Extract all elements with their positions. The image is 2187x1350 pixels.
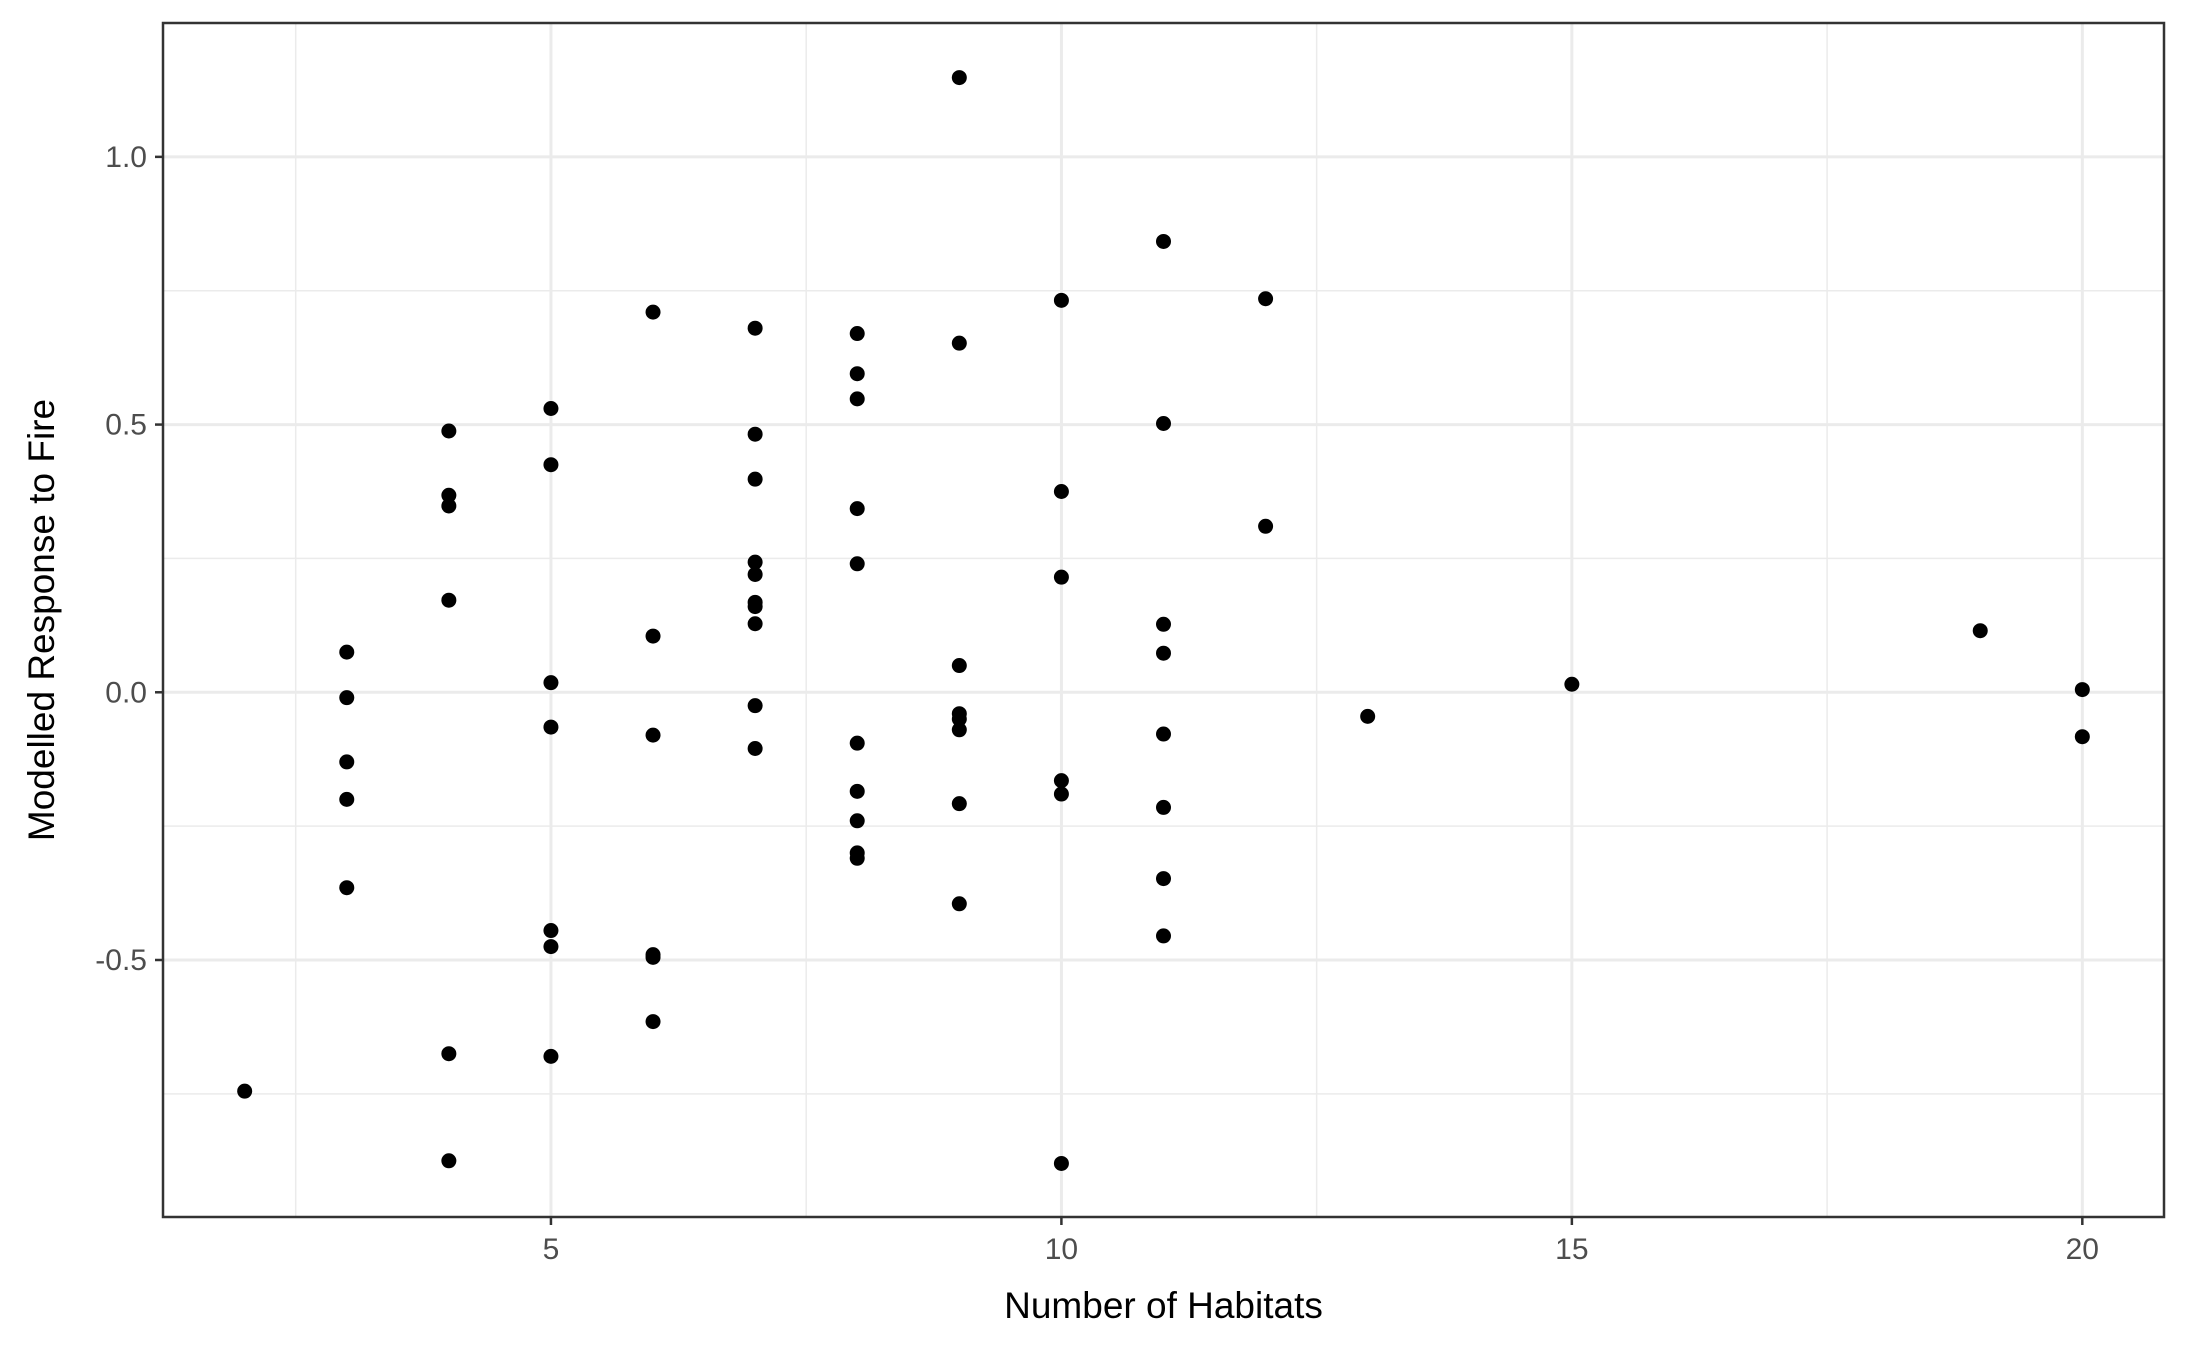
data-point — [1156, 415, 1171, 431]
x-axis: 5 10 15 20 — [543, 1217, 2099, 1266]
y-tick-label: 0.0 — [105, 676, 147, 709]
data-point — [1053, 1155, 1069, 1171]
data-point — [1156, 233, 1171, 249]
data-point — [645, 949, 661, 965]
data-point — [747, 320, 763, 336]
data-point — [237, 1083, 253, 1099]
data-point — [849, 850, 865, 866]
data-point — [747, 566, 763, 582]
data-point — [951, 896, 967, 912]
data-point — [543, 719, 559, 735]
data-point — [849, 783, 865, 799]
y-tick-label: 1.0 — [105, 141, 147, 174]
data-point — [543, 1048, 559, 1064]
y-tick-label: -0.5 — [95, 944, 147, 977]
data-point — [1360, 708, 1376, 724]
data-point — [645, 727, 661, 743]
data-point — [1564, 676, 1580, 692]
data-point — [951, 658, 967, 674]
data-point — [951, 711, 967, 727]
x-tick-label: 5 — [543, 1233, 560, 1266]
data-point — [747, 698, 763, 714]
major-gridlines — [163, 23, 2164, 1217]
data-point — [1156, 726, 1171, 742]
data-point — [849, 556, 865, 572]
data-point — [441, 1046, 457, 1062]
data-point — [1156, 799, 1171, 815]
data-point — [543, 401, 559, 417]
data-point — [951, 70, 967, 86]
data-point — [1053, 773, 1069, 789]
data-point — [543, 923, 559, 939]
data-point — [747, 471, 763, 487]
data-point — [747, 599, 763, 615]
data-point — [645, 1014, 661, 1030]
data-point — [339, 644, 355, 660]
x-tick-label: 10 — [1045, 1233, 1078, 1266]
data-point — [1053, 292, 1069, 308]
data-point — [1156, 871, 1171, 887]
data-point — [2074, 729, 2090, 745]
data-point — [543, 457, 559, 473]
data-point — [645, 304, 661, 320]
data-point — [441, 423, 457, 439]
data-point — [951, 722, 967, 738]
data-point — [747, 616, 763, 632]
data-point — [1156, 928, 1171, 944]
data-points — [237, 70, 2090, 1171]
y-tick-label: 0.5 — [105, 409, 147, 442]
data-point — [951, 796, 967, 812]
data-point — [951, 335, 967, 351]
data-point — [645, 628, 661, 644]
data-point — [849, 366, 865, 382]
data-point — [1156, 616, 1171, 632]
data-point — [849, 501, 865, 517]
data-point — [1972, 623, 1988, 639]
x-tick-label: 15 — [1555, 1233, 1588, 1266]
data-point — [441, 592, 457, 608]
data-point — [1053, 786, 1069, 802]
data-point — [1156, 645, 1171, 661]
data-point — [747, 426, 763, 442]
x-tick-label: 20 — [2066, 1233, 2099, 1266]
data-point — [1053, 569, 1069, 585]
data-point — [849, 735, 865, 751]
data-point — [849, 813, 865, 829]
data-point — [2074, 682, 2090, 698]
data-point — [543, 939, 559, 955]
minor-gridlines — [163, 23, 2164, 1217]
data-point — [339, 880, 355, 896]
y-axis-title: Modelled Response to Fire — [21, 399, 62, 841]
x-axis-title: Number of Habitats — [1004, 1285, 1323, 1326]
data-point — [1258, 518, 1274, 534]
plot-panel-border — [161, 21, 2166, 1219]
data-point — [1053, 483, 1069, 499]
data-point — [849, 391, 865, 407]
data-point — [543, 675, 559, 691]
data-point — [849, 326, 865, 342]
data-point — [747, 741, 763, 757]
data-point — [339, 690, 355, 706]
data-point — [441, 498, 457, 514]
data-point — [441, 1153, 457, 1169]
data-point — [1258, 291, 1274, 307]
data-point — [339, 754, 355, 770]
y-axis: -0.5 0.0 0.5 1.0 — [95, 141, 163, 977]
data-point — [339, 791, 355, 807]
data-point — [747, 554, 763, 570]
data-point — [441, 487, 457, 503]
